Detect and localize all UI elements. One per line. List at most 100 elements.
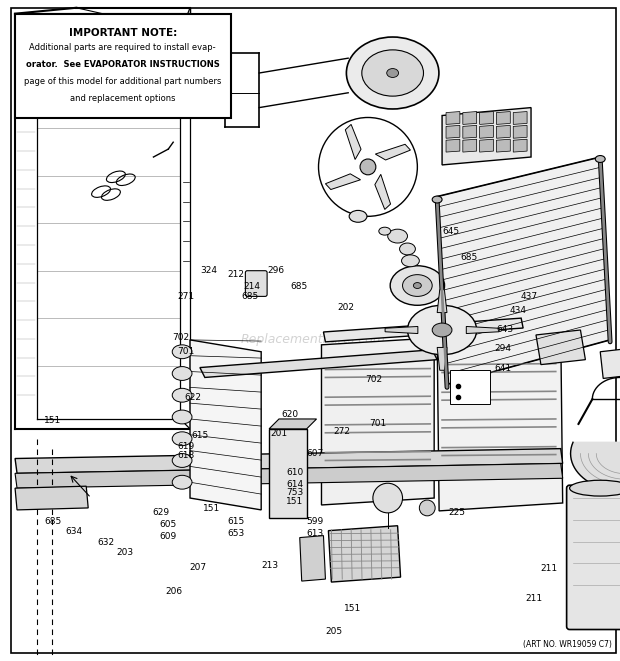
Polygon shape: [497, 139, 510, 152]
Polygon shape: [446, 126, 460, 138]
Ellipse shape: [349, 210, 367, 222]
Text: 622: 622: [185, 393, 202, 402]
Polygon shape: [375, 144, 410, 160]
Text: 434: 434: [510, 307, 526, 315]
Polygon shape: [463, 112, 477, 124]
Polygon shape: [463, 126, 477, 138]
Ellipse shape: [172, 367, 192, 381]
Text: 213: 213: [262, 561, 278, 570]
Text: 618: 618: [177, 451, 195, 461]
Text: 615: 615: [228, 518, 245, 526]
Text: 632: 632: [98, 538, 115, 547]
Ellipse shape: [407, 305, 477, 355]
Polygon shape: [269, 419, 317, 429]
Circle shape: [373, 483, 402, 513]
Text: 211: 211: [525, 594, 542, 603]
Text: 614: 614: [286, 479, 303, 488]
Text: (ART NO. WR19059 C7): (ART NO. WR19059 C7): [523, 641, 612, 649]
Polygon shape: [497, 126, 510, 138]
Text: 296: 296: [268, 266, 285, 275]
Polygon shape: [570, 442, 620, 492]
Text: 609: 609: [159, 532, 176, 541]
Polygon shape: [385, 327, 418, 334]
Text: 599: 599: [306, 518, 324, 526]
Text: 324: 324: [200, 266, 217, 275]
Ellipse shape: [432, 196, 442, 203]
Ellipse shape: [388, 229, 407, 243]
Ellipse shape: [387, 69, 399, 77]
Text: 271: 271: [177, 292, 195, 301]
Text: 701: 701: [369, 420, 386, 428]
Text: 641: 641: [494, 364, 512, 373]
Text: 212: 212: [228, 270, 245, 280]
Ellipse shape: [172, 475, 192, 489]
Text: 203: 203: [116, 548, 133, 557]
Polygon shape: [326, 174, 360, 190]
Polygon shape: [299, 535, 326, 581]
Text: Additional parts are required to install evap-: Additional parts are required to install…: [29, 43, 216, 52]
Polygon shape: [437, 327, 563, 511]
Text: 151: 151: [44, 416, 61, 425]
Polygon shape: [200, 350, 437, 377]
Text: 613: 613: [306, 529, 324, 537]
Text: 629: 629: [153, 508, 169, 518]
Ellipse shape: [172, 388, 192, 402]
Text: 619: 619: [177, 442, 195, 451]
Polygon shape: [375, 175, 391, 210]
Text: 701: 701: [177, 347, 195, 356]
Polygon shape: [466, 327, 499, 334]
FancyBboxPatch shape: [450, 369, 490, 404]
Ellipse shape: [390, 266, 445, 305]
Text: 607: 607: [306, 449, 324, 459]
Ellipse shape: [414, 282, 422, 288]
Polygon shape: [513, 112, 527, 124]
Text: 207: 207: [190, 563, 207, 572]
Polygon shape: [513, 139, 527, 152]
Polygon shape: [536, 330, 585, 365]
Polygon shape: [190, 340, 261, 510]
Text: page of this model for additional part numbers: page of this model for additional part n…: [24, 77, 221, 86]
Polygon shape: [437, 157, 610, 385]
Ellipse shape: [570, 481, 620, 496]
Circle shape: [360, 159, 376, 175]
Ellipse shape: [432, 323, 452, 337]
Polygon shape: [15, 449, 563, 473]
Ellipse shape: [172, 345, 192, 359]
Polygon shape: [480, 139, 494, 152]
Ellipse shape: [399, 243, 415, 255]
Text: 151: 151: [344, 603, 361, 613]
Ellipse shape: [172, 410, 192, 424]
Polygon shape: [463, 139, 477, 152]
Text: 610: 610: [286, 469, 303, 477]
Text: 702: 702: [366, 375, 383, 384]
Text: 272: 272: [333, 427, 350, 436]
Polygon shape: [324, 318, 523, 342]
Polygon shape: [600, 348, 620, 379]
Polygon shape: [437, 348, 447, 370]
Text: orator.  See EVAPORATOR INSTRUCTIONS: orator. See EVAPORATOR INSTRUCTIONS: [26, 60, 219, 69]
Bar: [14, 14, 231, 118]
Circle shape: [419, 500, 435, 516]
Text: 645: 645: [442, 227, 459, 236]
Text: 214: 214: [243, 282, 260, 291]
Text: 685: 685: [44, 518, 61, 526]
Polygon shape: [480, 126, 494, 138]
FancyBboxPatch shape: [567, 485, 620, 629]
Polygon shape: [329, 525, 401, 582]
Text: 205: 205: [326, 627, 343, 636]
Text: 202: 202: [337, 303, 354, 312]
Polygon shape: [446, 139, 460, 152]
Text: IMPORTANT NOTE:: IMPORTANT NOTE:: [69, 28, 177, 38]
Text: 151: 151: [286, 497, 303, 506]
Text: 634: 634: [65, 527, 82, 536]
Text: 437: 437: [521, 292, 538, 301]
Text: 211: 211: [540, 564, 557, 574]
Ellipse shape: [172, 453, 192, 467]
Ellipse shape: [402, 255, 419, 267]
Text: 615: 615: [191, 430, 208, 440]
Polygon shape: [345, 124, 361, 159]
Ellipse shape: [347, 37, 439, 109]
Text: 643: 643: [496, 325, 513, 334]
Text: 620: 620: [281, 410, 299, 418]
Text: ReplacementParts.com: ReplacementParts.com: [241, 333, 386, 346]
